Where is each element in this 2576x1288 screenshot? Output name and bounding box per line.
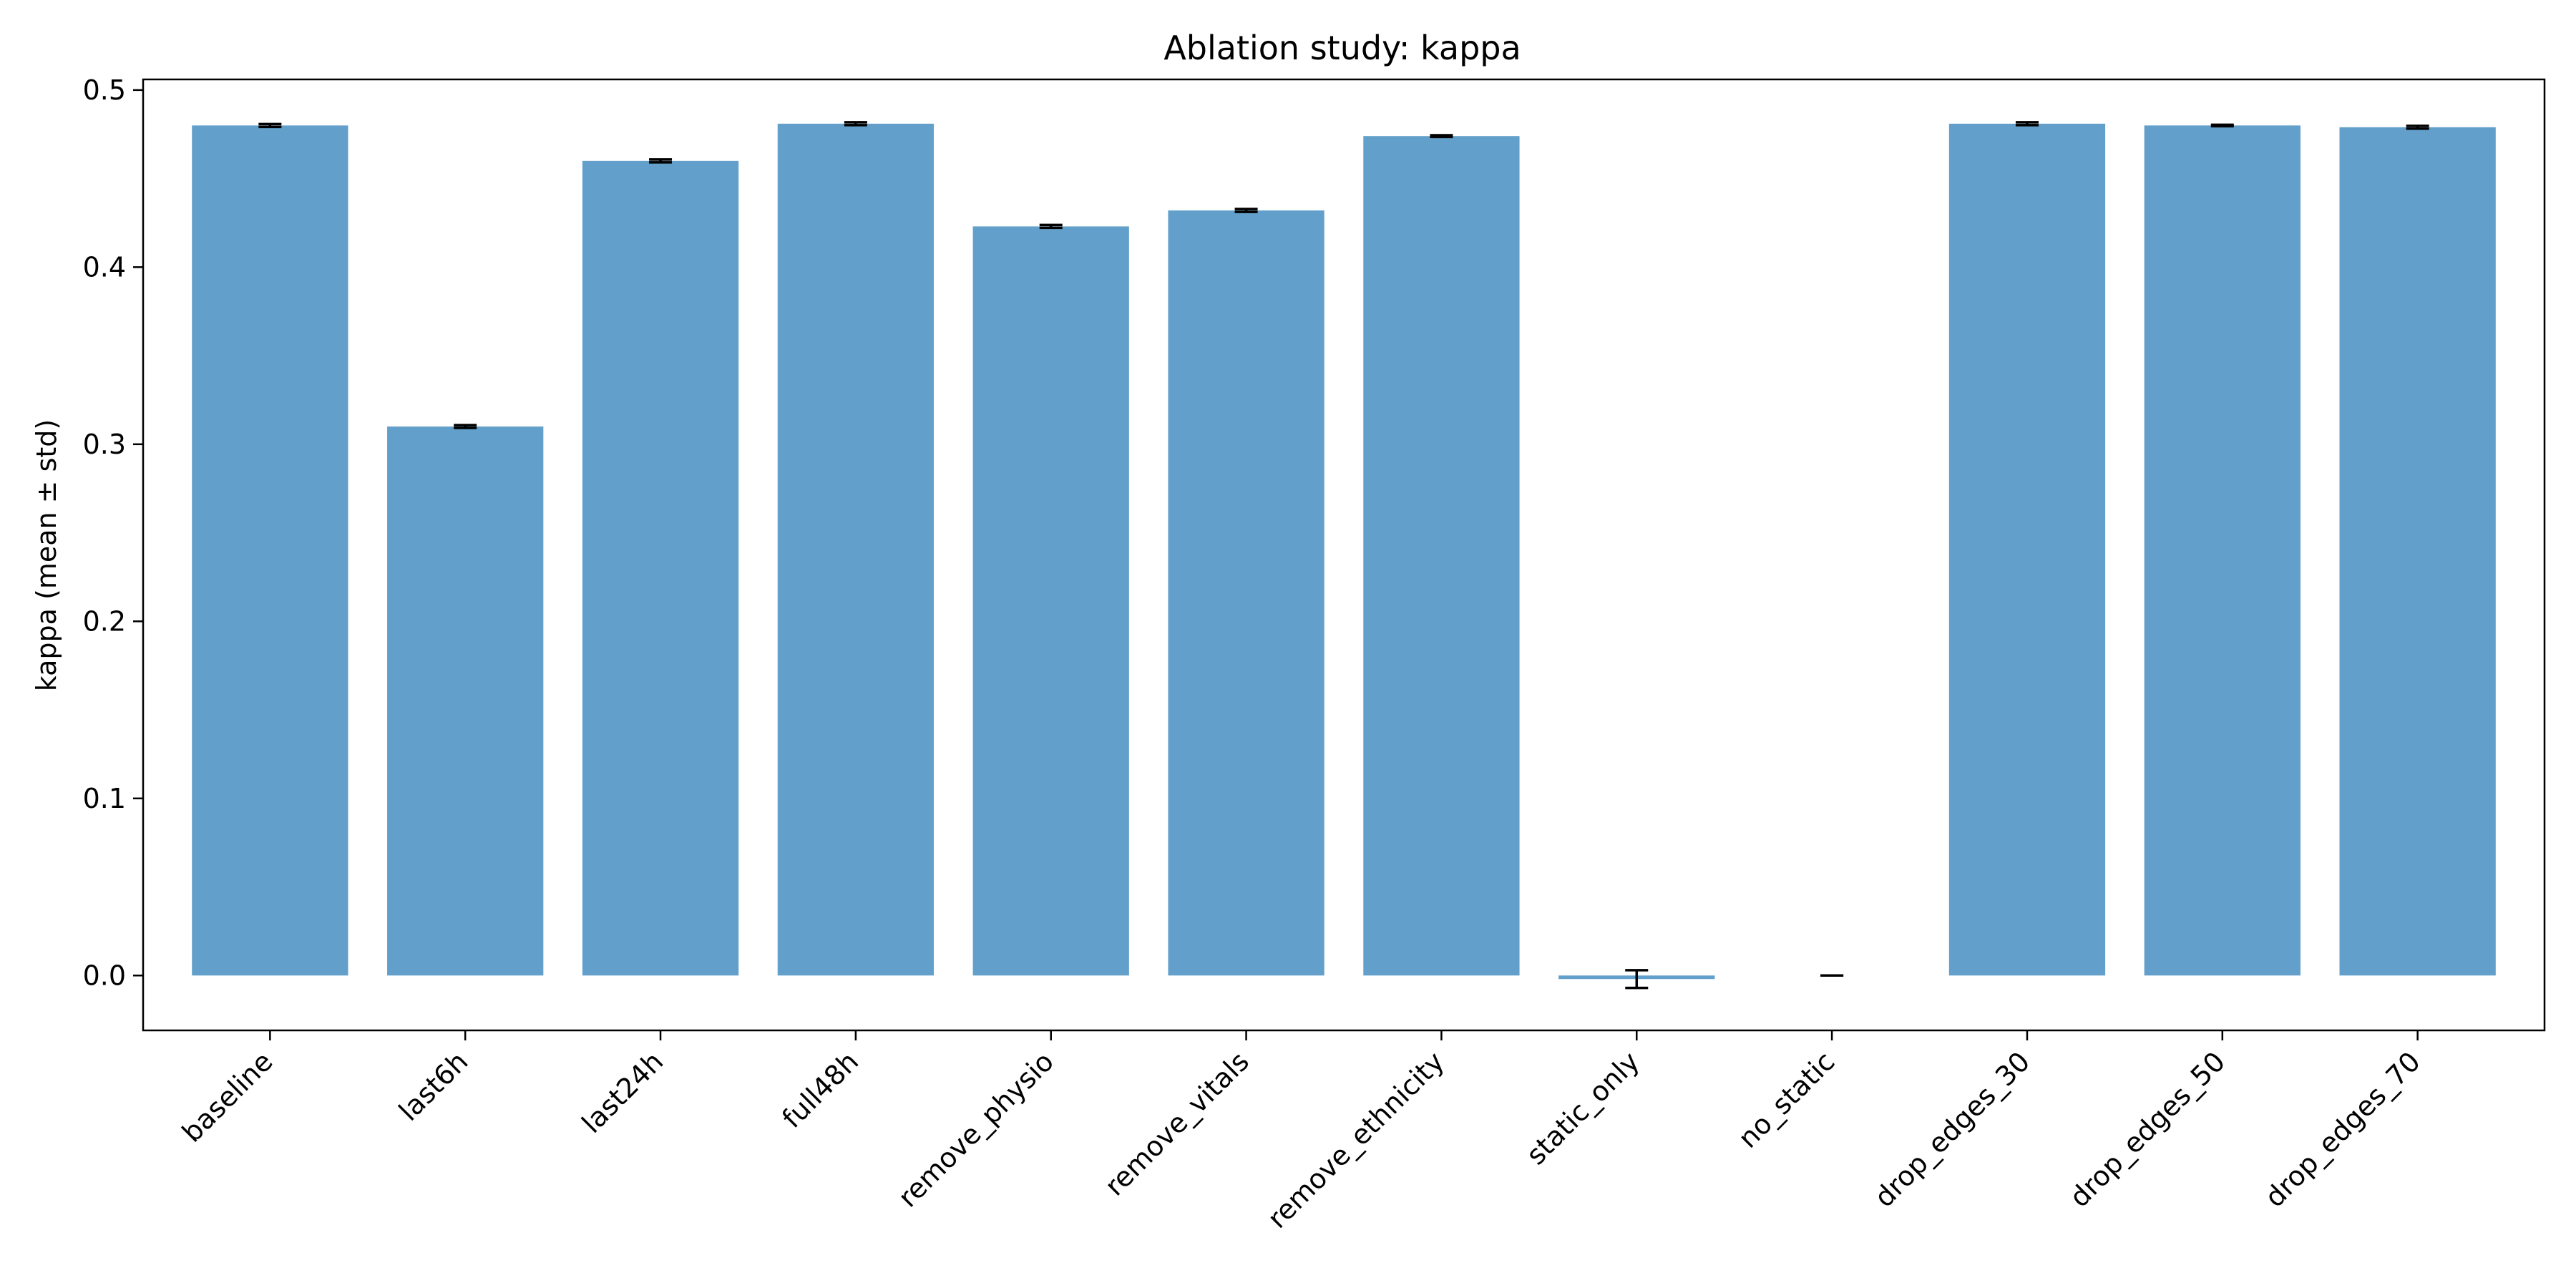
y-axis-label: kappa (mean ± std) [31,419,62,691]
y-tick-label: 0.2 [83,605,126,637]
bar-drop_edges_30 [1948,123,2106,976]
error-bar-last24h [649,158,673,164]
error-bar-remove_vitals [1234,208,1258,213]
error-bar-drop_edges_70 [2406,125,2429,130]
y-tick-label: 0.1 [83,783,126,814]
bar-drop_edges_70 [2339,127,2496,976]
bars-group [192,123,2496,980]
y-tick-label: 0.4 [83,251,126,283]
error-bars-group [258,121,2429,990]
bar-last24h [582,160,739,976]
y-tick-label: 0.3 [83,429,126,460]
bar-baseline [192,125,348,976]
error-bar-remove_ethnicity [1430,134,1453,139]
bar-full48h [777,123,935,976]
bar-remove_physio [972,226,1129,976]
y-axis: 0.0 0.1 0.2 0.3 0.4 0.5 [83,74,143,991]
plot-frame [142,78,2546,1032]
error-bar-drop_edges_50 [2210,123,2234,128]
error-bar-remove_physio [1039,223,1063,230]
bar-remove_ethnicity [1363,136,1520,976]
chart-title: Ablation study: kappa [1163,29,1521,67]
error-bar-full48h [844,121,867,127]
y-tick-label: 0.0 [83,960,126,991]
error-bar-static_only [1625,969,1649,990]
error-bar-last6h [454,424,477,429]
bar-last6h [387,426,544,976]
error-bar-drop_edges_30 [2015,121,2039,127]
error-bar-baseline [258,122,282,129]
bar-drop_edges_50 [2144,125,2301,976]
y-tick-label: 0.5 [83,74,126,106]
bar-remove_vitals [1168,210,1324,976]
